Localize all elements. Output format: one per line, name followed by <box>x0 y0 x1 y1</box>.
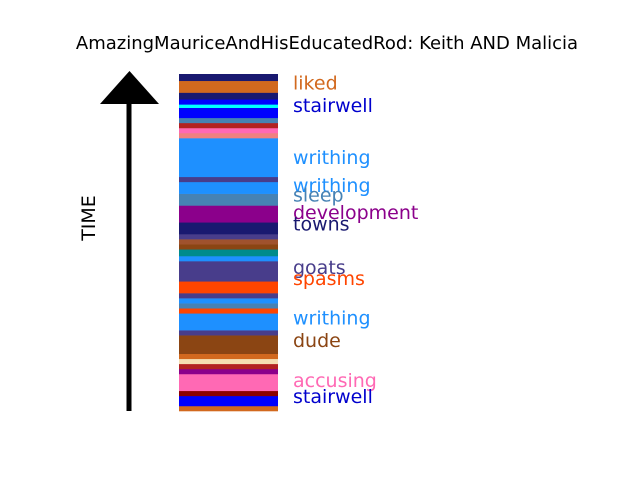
timeline-segment <box>179 122 278 129</box>
timeline-segment <box>179 358 278 365</box>
timeline-label: spasms <box>293 268 365 290</box>
timeline-segment <box>179 373 278 392</box>
timeline-segment <box>179 298 278 304</box>
timeline-segment <box>179 205 278 223</box>
time-axis <box>100 71 159 411</box>
timeline-label: stairwell <box>293 386 373 408</box>
timeline-segment <box>179 234 278 240</box>
timeline-segment <box>179 193 278 206</box>
timeline-segment <box>179 363 278 370</box>
time-axis-shaft <box>126 103 132 411</box>
timeline-segment <box>179 395 278 407</box>
timeline-label: accusing <box>293 370 377 392</box>
timeline-segment <box>179 405 278 412</box>
timeline-label: stairwell <box>293 95 373 117</box>
timeline-segment <box>179 390 278 397</box>
timeline-segment <box>179 117 278 124</box>
timeline-segment <box>179 181 278 194</box>
timeline-segment <box>179 335 278 355</box>
timeline-segment <box>179 239 278 245</box>
timeline-segment <box>179 368 278 375</box>
timeline-segment <box>179 222 278 235</box>
timeline-segment <box>179 107 278 119</box>
timeline-segment <box>179 281 278 294</box>
timeline-segment <box>179 99 278 105</box>
timeline-segment <box>179 293 278 299</box>
timeline-segment <box>179 353 278 360</box>
timeline-segment <box>179 308 278 314</box>
timeline-segment <box>179 261 278 277</box>
timeline-segment <box>179 127 278 134</box>
timeline-label: goats <box>293 257 346 279</box>
timeline-label: liked <box>293 72 338 94</box>
timeline-segment <box>179 276 278 282</box>
timeline-label: development <box>293 202 418 224</box>
time-axis-label: TIME <box>78 195 100 242</box>
timeline-label: dude <box>293 330 341 352</box>
chart-title: AmazingMauriceAndHisEducatedRod: Keith A… <box>76 33 578 54</box>
timeline-segment <box>179 74 278 82</box>
timeline-label: writhing <box>293 147 371 169</box>
timeline-segment <box>179 104 278 108</box>
timeline-labels: likedstairwellwrithingwrithingsleepdevel… <box>293 72 418 407</box>
timeline-segment <box>179 313 278 331</box>
timeline-segment <box>179 80 278 93</box>
timeline-segments <box>179 74 278 412</box>
timeline-segment <box>179 138 278 178</box>
timeline-segment <box>179 249 278 257</box>
timeline-segment <box>179 132 278 139</box>
timeline-label: writhing <box>293 308 371 330</box>
timeline-segment <box>179 255 278 262</box>
timeline-segment <box>179 330 278 336</box>
timeline-segment <box>179 244 278 250</box>
timeline-segment <box>179 303 278 309</box>
timeline-label: sleep <box>293 185 344 207</box>
timeline-segment <box>179 92 278 100</box>
time-axis-arrowhead <box>100 71 159 104</box>
timeline-label: writhing <box>293 175 371 197</box>
timeline-label: towns <box>293 214 350 236</box>
timeline-segment <box>179 176 278 183</box>
